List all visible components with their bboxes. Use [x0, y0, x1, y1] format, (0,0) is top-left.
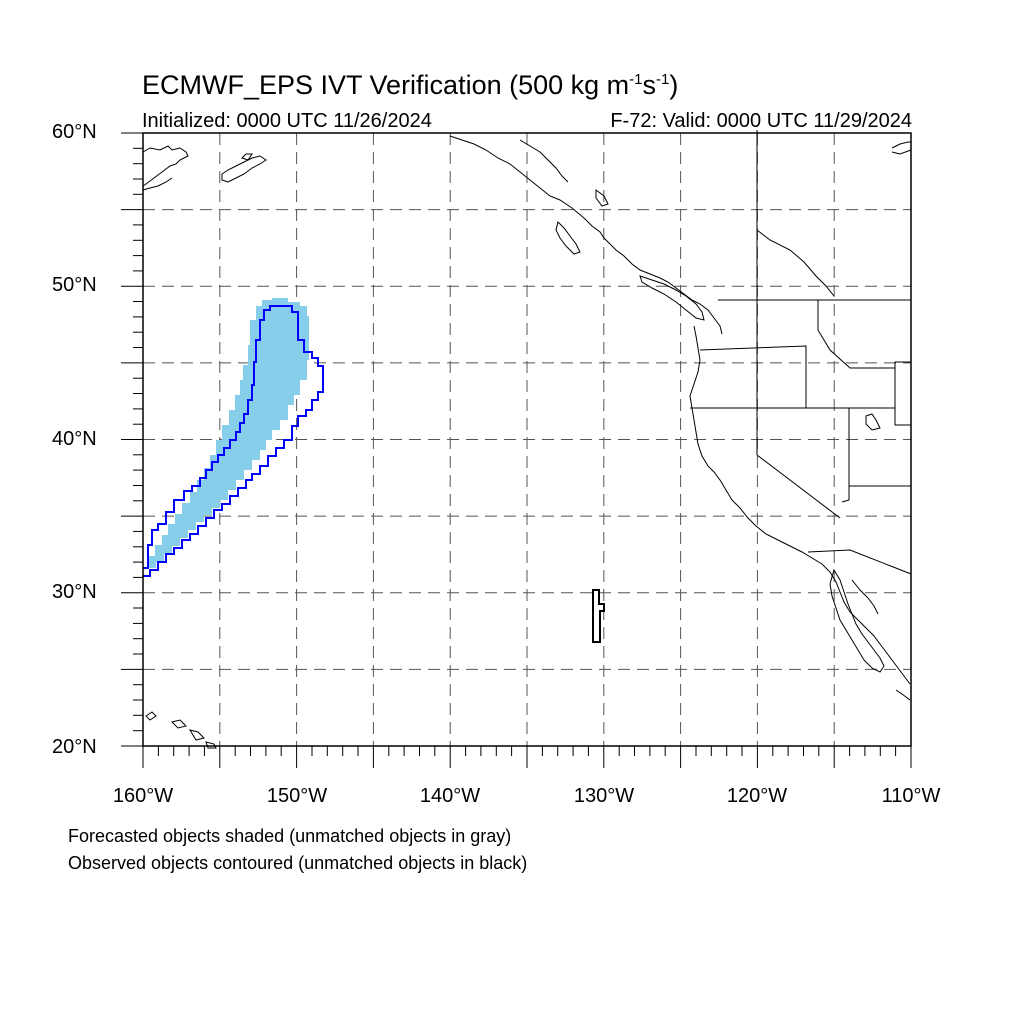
map-title: ECMWF_EPS IVT Verification (500 kg m-1s-… — [142, 70, 679, 100]
lon-label-120w: 120°W — [726, 785, 788, 807]
legend-observed-note: Observed objects contoured (unmatched ob… — [68, 853, 528, 873]
lon-label-160w: 160°W — [112, 785, 174, 807]
lon-label-130w: 130°W — [573, 785, 635, 807]
observed-ivt-contour-matched — [143, 305, 324, 577]
initialized-time: Initialized: 0000 UTC 11/26/2024 — [142, 110, 432, 132]
lon-label-150w: 150°W — [266, 785, 328, 807]
lat-label-30n: 30°N — [52, 581, 97, 603]
lon-label-140w: 140°W — [419, 785, 481, 807]
observed-ivt-contour-unmatched — [592, 589, 605, 643]
lat-label-40n: 40°N — [52, 428, 97, 450]
lat-label-20n: 20°N — [52, 736, 97, 758]
axis-ticks — [121, 132, 912, 768]
forecast-ivt-object — [148, 298, 309, 568]
coastlines — [142, 130, 912, 749]
legend-forecast-note: Forecasted objects shaded (unmatched obj… — [68, 826, 512, 846]
lon-label-110w: 110°W — [881, 785, 941, 807]
valid-time: F-72: Valid: 0000 UTC 11/29/2024 — [610, 110, 912, 132]
lat-label-50n: 50°N — [52, 274, 97, 296]
lat-label-60n: 60°N — [52, 121, 97, 143]
